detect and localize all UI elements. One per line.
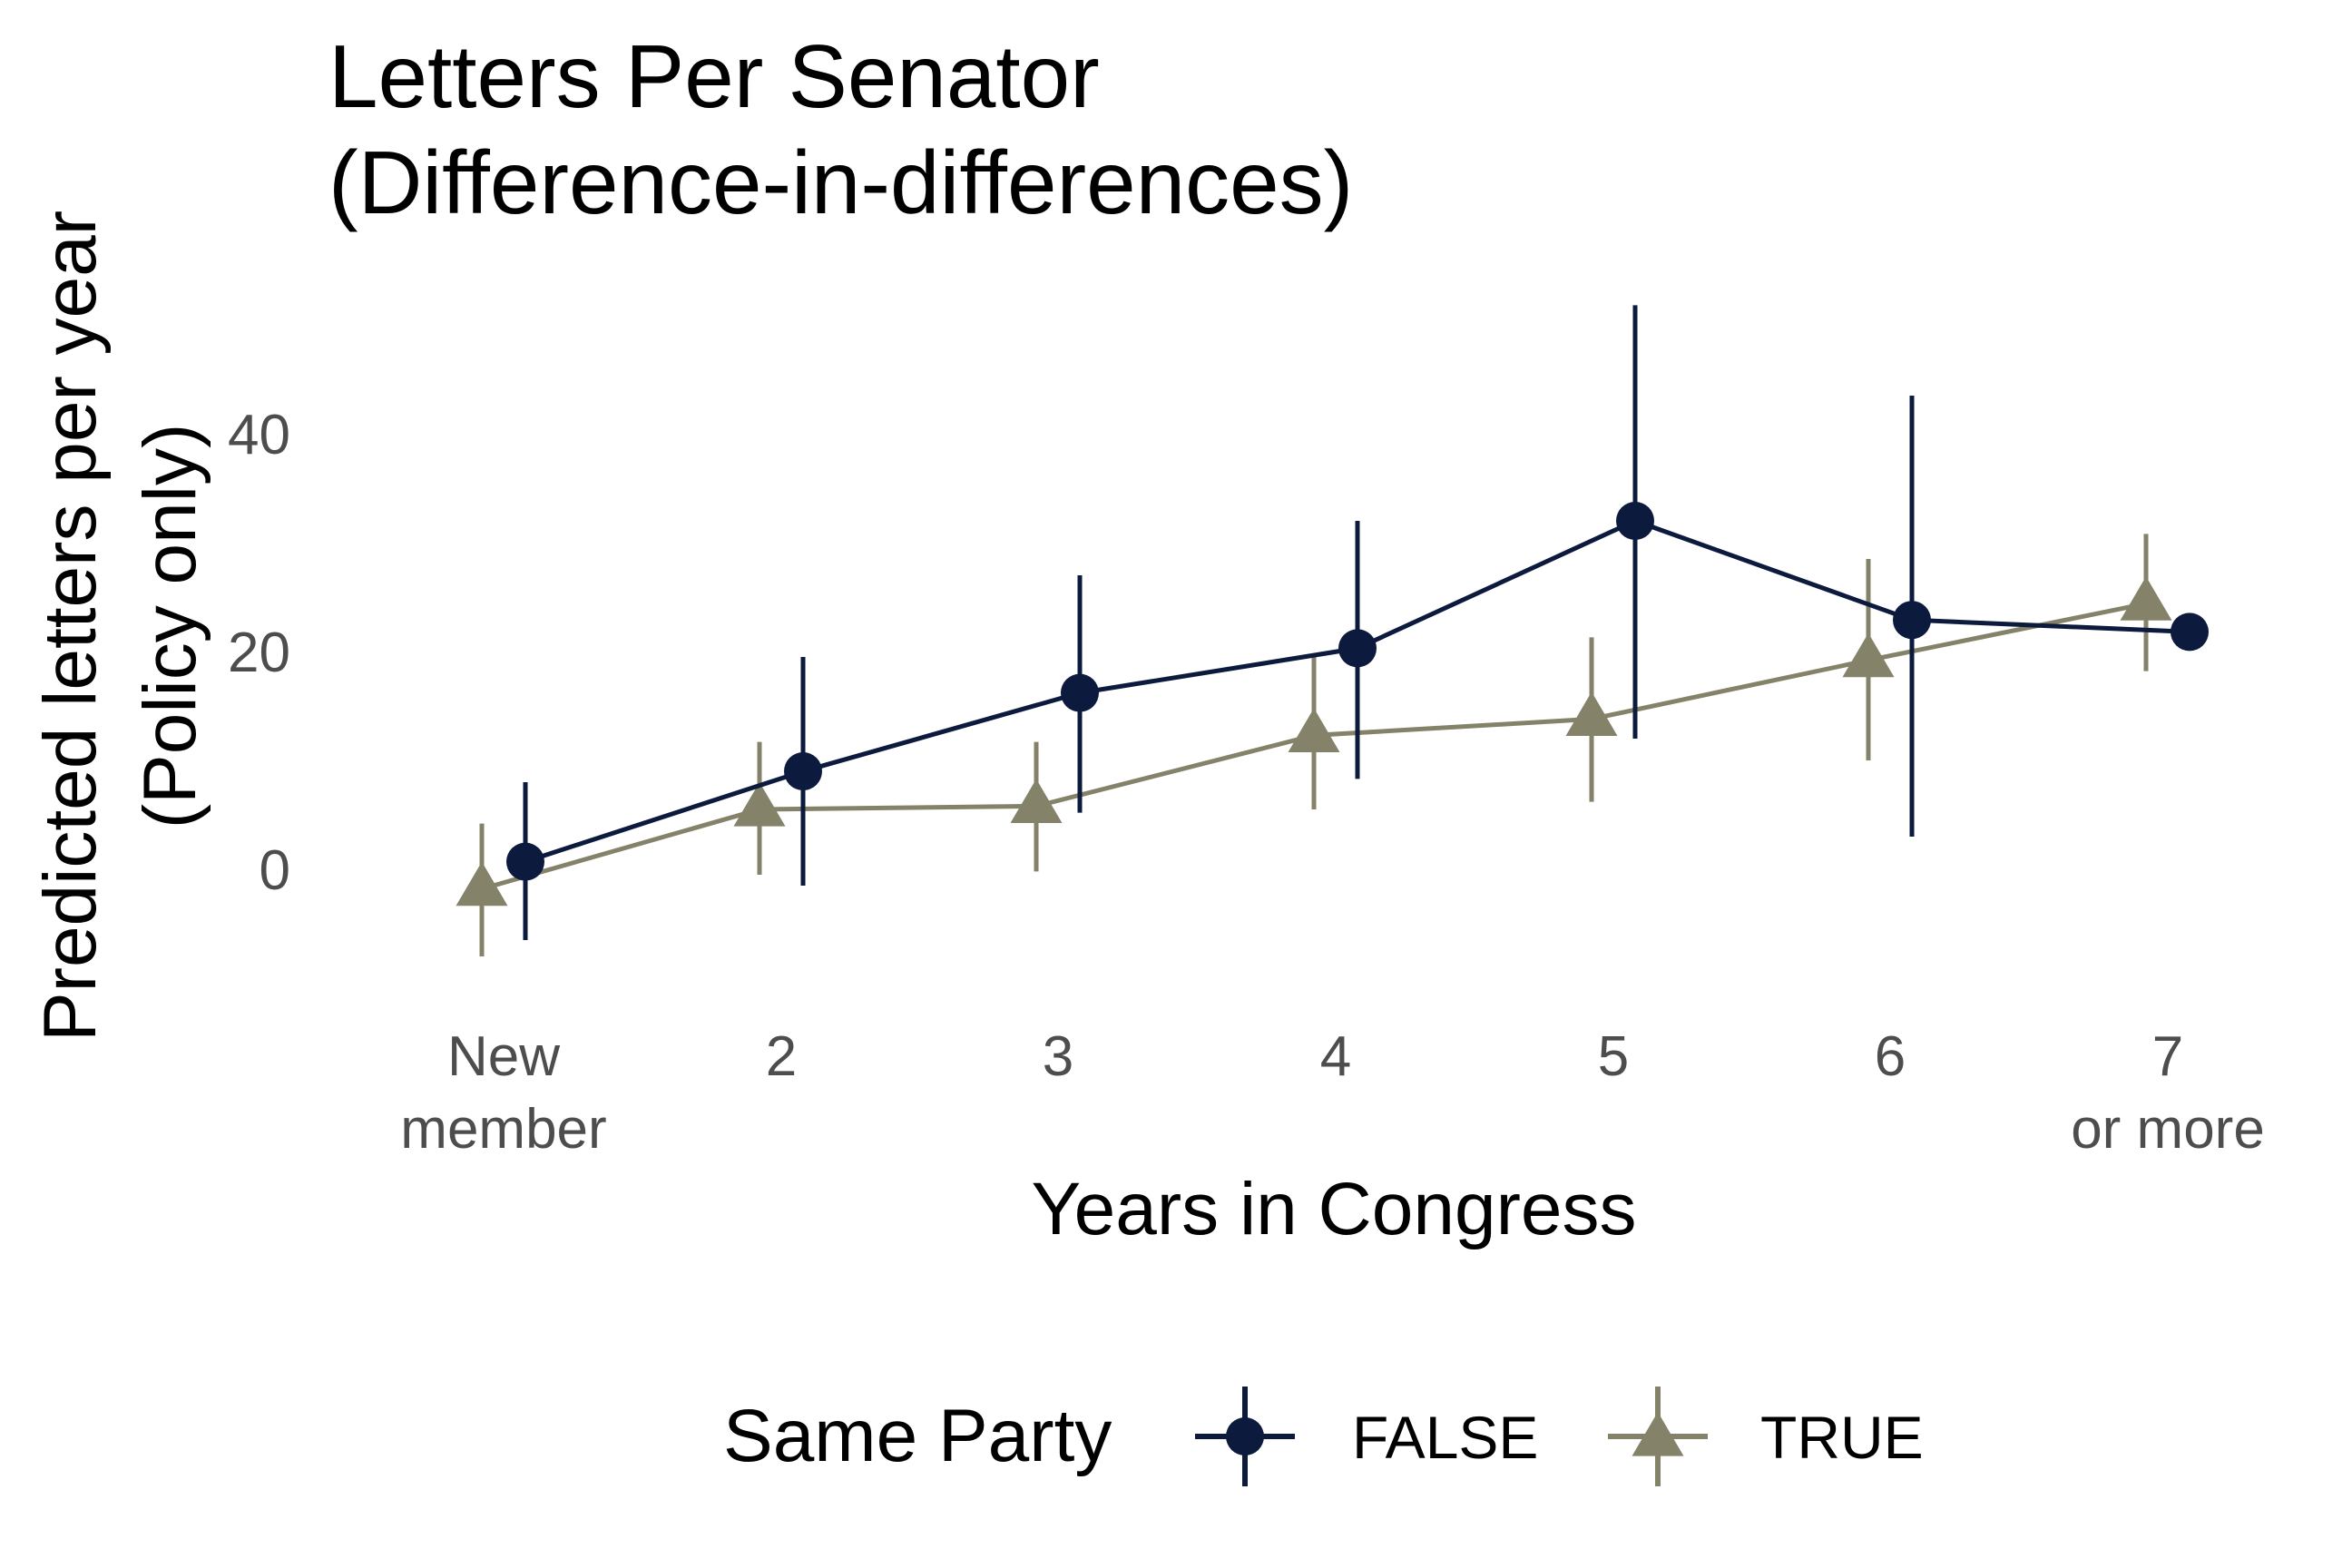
legend-marker [1226,1417,1264,1455]
data-point [1616,502,1654,540]
data-point [1842,632,1895,678]
data-point [2171,612,2209,652]
legend-label: TRUE [1760,1404,1924,1471]
data-point [1565,691,1618,736]
data-point [784,752,822,790]
x-tick-label: 5 [1598,1025,1629,1088]
plot-area [456,305,2209,956]
data-point [1288,708,1340,752]
data-point [733,782,786,827]
x-tick-label: member [400,1098,606,1161]
y-axis-title-line-1: Predicted letters per year [29,211,112,1042]
x-tick-label: 2 [766,1025,797,1088]
y-tick-label: 40 [228,404,290,466]
y-tick-labels: 0 20 40 [228,404,290,902]
legend-key-true: TRUE [1608,1387,1924,1486]
y-axis-title: Predicted letters per year (Policy only) [29,211,211,1042]
series-false [506,305,2209,940]
x-tick-label: 6 [1875,1025,1906,1088]
x-tick-label: 4 [1320,1025,1351,1088]
y-axis-title-line-2: (Policy only) [129,424,211,829]
y-tick-label: 20 [228,622,290,684]
data-point [456,861,508,906]
data-point [1893,601,1931,640]
title-line-1: Letters Per Senator [328,26,1100,126]
series-true [456,534,2172,956]
data-point [2120,576,2172,621]
legend-key-false: FALSE [1195,1387,1538,1486]
y-tick-label: 0 [260,839,290,902]
title-line-2: (Difference-in-differences) [328,132,1353,232]
legend-title: Same Party [723,1395,1112,1477]
data-point [1010,779,1063,823]
x-tick-label: New [447,1025,560,1088]
x-tick-label: 7 [2152,1025,2183,1088]
x-tick-label: or more [2071,1098,2265,1161]
x-tick-label: 3 [1043,1025,1073,1088]
chart-title: Letters Per Senator (Difference-in-diffe… [328,26,1353,232]
data-point [506,842,544,881]
data-point [1338,629,1377,668]
x-axis-title: Years in Congress [1031,1168,1636,1250]
x-tick-labels: New member 2 3 4 5 6 7 or more [400,1025,2265,1161]
legend-label: FALSE [1352,1404,1538,1471]
legend: Same Party FALSE TRUE [723,1387,1924,1486]
legend-marker [1632,1412,1684,1456]
data-point [1061,673,1099,712]
